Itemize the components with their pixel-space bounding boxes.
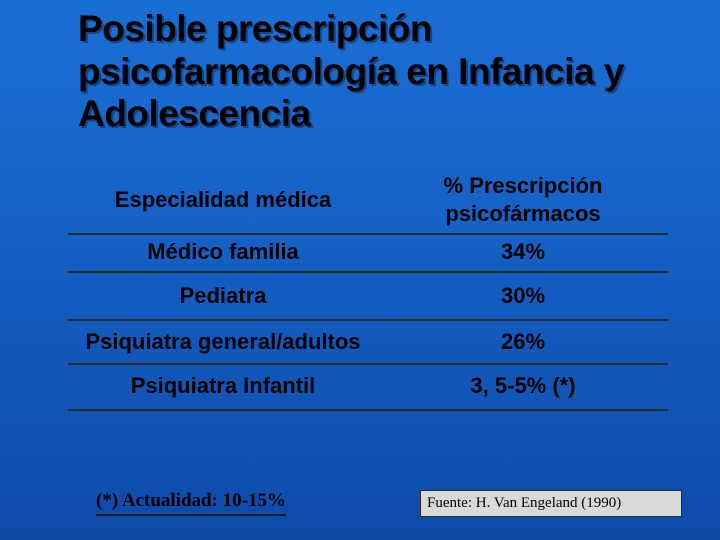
table-row: Médico familia 34%: [68, 234, 668, 272]
cell-percent: 30%: [378, 272, 668, 320]
cell-percent: 3, 5-5% (*): [378, 364, 668, 410]
table-header-specialty: Especialidad médica: [68, 170, 378, 234]
cell-specialty: Pediatra: [68, 272, 378, 320]
cell-percent: 34%: [378, 234, 668, 272]
prescription-table: Especialidad médica % Prescripción psico…: [68, 170, 668, 411]
table-row: Psiquiatra Infantil 3, 5-5% (*): [68, 364, 668, 410]
table-row: Psiquiatra general/adultos 26%: [68, 320, 668, 364]
table-header-percent: % Prescripción psicofármacos: [378, 170, 668, 234]
source-citation: Fuente: H. Van Engeland (1990): [420, 490, 682, 517]
footnote-text: (*) Actualidad: 10-15%: [96, 490, 286, 516]
cell-percent: 26%: [378, 320, 668, 364]
cell-specialty: Psiquiatra Infantil: [68, 364, 378, 410]
table-row: Pediatra 30%: [68, 272, 668, 320]
table-header-row: Especialidad médica % Prescripción psico…: [68, 170, 668, 234]
slide-title: Posible prescripción psicofarmacología e…: [78, 8, 678, 136]
cell-specialty: Médico familia: [68, 234, 378, 272]
cell-specialty: Psiquiatra general/adultos: [68, 320, 378, 364]
